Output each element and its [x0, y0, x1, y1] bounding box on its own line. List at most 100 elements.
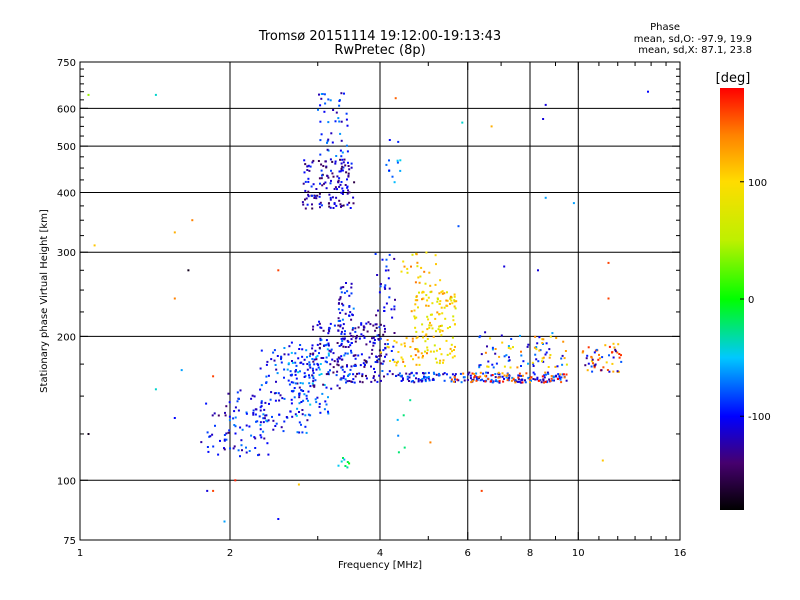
data-point	[491, 346, 494, 349]
data-point	[351, 313, 354, 316]
data-point	[347, 165, 350, 167]
data-point	[352, 373, 355, 376]
data-point	[434, 283, 437, 286]
data-point	[490, 378, 493, 381]
data-point	[352, 202, 355, 205]
data-point	[320, 177, 323, 180]
data-point	[547, 372, 550, 375]
data-point	[301, 348, 304, 351]
data-point	[473, 373, 476, 375]
data-point	[406, 378, 409, 381]
data-point	[608, 354, 610, 357]
data-point	[323, 110, 326, 113]
data-point	[598, 353, 600, 356]
data-point	[275, 392, 278, 394]
data-point	[294, 382, 297, 385]
data-point	[422, 336, 424, 339]
data-point	[303, 358, 306, 361]
data-point	[416, 265, 419, 268]
data-point	[328, 202, 330, 205]
data-point	[262, 430, 265, 433]
data-point	[520, 350, 522, 353]
data-point	[388, 139, 391, 141]
data-point	[305, 394, 308, 397]
data-point	[440, 306, 443, 309]
data-point	[549, 335, 552, 338]
data-point	[559, 378, 562, 381]
data-point	[542, 338, 545, 341]
data-point	[331, 358, 334, 361]
data-point	[441, 329, 444, 332]
data-point	[318, 346, 321, 349]
data-point	[395, 364, 398, 367]
data-point	[342, 337, 345, 340]
data-point	[259, 388, 262, 391]
data-point	[319, 104, 322, 107]
data-point	[427, 377, 430, 380]
data-point	[333, 202, 336, 205]
data-point	[394, 298, 396, 301]
data-point	[491, 363, 494, 366]
data-point	[411, 340, 414, 343]
data-point	[446, 304, 449, 307]
data-point	[486, 345, 488, 348]
data-point	[354, 340, 357, 343]
data-point	[260, 401, 263, 404]
data-point	[318, 203, 321, 206]
data-point	[322, 165, 325, 167]
data-point	[339, 287, 342, 290]
data-point	[411, 253, 414, 256]
data-point	[539, 349, 542, 352]
data-point	[318, 405, 321, 408]
data-point	[426, 315, 429, 318]
data-point	[367, 321, 370, 324]
data-point	[319, 339, 322, 342]
data-point	[298, 392, 301, 395]
data-point	[424, 282, 427, 285]
data-point	[519, 381, 522, 384]
data-point	[289, 370, 292, 373]
data-point	[327, 98, 330, 101]
data-point	[369, 340, 372, 343]
data-point	[304, 207, 307, 210]
data-point	[326, 372, 329, 375]
data-point	[275, 380, 277, 383]
data-point	[337, 180, 340, 183]
data-point	[487, 378, 490, 381]
data-point	[327, 410, 329, 413]
data-point	[591, 370, 594, 373]
data-point	[372, 336, 375, 339]
data-point	[338, 100, 341, 102]
data-point	[450, 378, 453, 381]
data-point	[498, 373, 501, 376]
data-point	[360, 322, 363, 325]
data-point	[232, 417, 235, 420]
data-point	[272, 428, 275, 431]
data-point	[423, 375, 425, 378]
data-point	[326, 148, 329, 151]
data-point	[327, 352, 330, 355]
data-point	[391, 373, 394, 376]
data-point	[564, 350, 567, 352]
phase-x-stats: mean, sd,X: 87.1, 23.8	[638, 45, 752, 56]
data-point	[258, 415, 261, 418]
data-point	[325, 356, 328, 359]
data-point	[408, 380, 410, 382]
data-point	[319, 342, 322, 345]
data-point	[435, 330, 437, 333]
data-point	[384, 327, 386, 330]
data-point	[446, 373, 448, 376]
data-point	[427, 376, 430, 378]
data-point	[506, 379, 509, 382]
data-point	[225, 405, 228, 408]
data-point	[487, 360, 490, 363]
data-point	[319, 337, 322, 340]
data-point	[503, 374, 506, 377]
data-point	[449, 302, 451, 305]
data-point	[334, 120, 337, 123]
data-point	[341, 309, 344, 312]
data-point	[328, 193, 331, 196]
data-point	[518, 372, 521, 375]
data-point	[329, 99, 332, 102]
data-point	[280, 358, 282, 361]
